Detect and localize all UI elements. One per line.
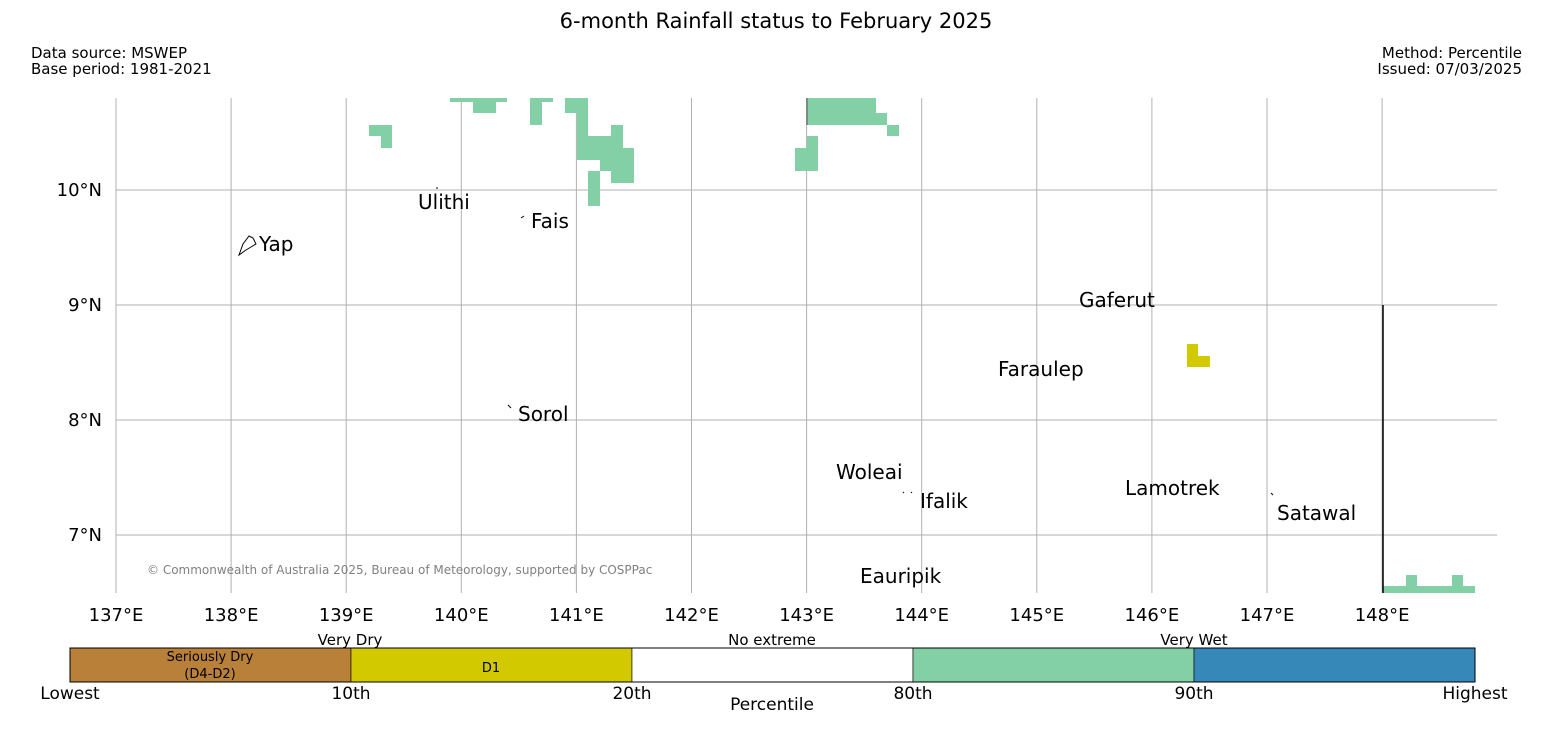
satawal-island — [1270, 492, 1274, 496]
wet-cell — [807, 98, 876, 113]
very-wet-cells — [369, 98, 1475, 593]
ifalik-atoll — [910, 491, 913, 494]
bin-label-seriously-dry-range: (D4-D2) — [184, 667, 235, 682]
issued-label: Issued: 07/03/2025 — [1377, 60, 1522, 78]
lon-tick-label: 146°E — [1125, 605, 1180, 626]
wet-cell — [1383, 586, 1475, 593]
wet-cell — [1452, 575, 1463, 586]
lon-tick-label: 139°E — [319, 605, 374, 626]
lon-tick-label: 137°E — [89, 605, 144, 626]
method-label: Method: Percentile — [1381, 44, 1522, 62]
wet-cell — [600, 160, 634, 171]
wet-cell — [450, 98, 507, 102]
lat-tick-label: 8°N — [68, 410, 102, 431]
lon-tick-label: 143°E — [779, 605, 834, 626]
place-eauripik: Eauripik — [860, 564, 942, 588]
wet-cell — [588, 171, 600, 206]
data-source-label: Data source: MSWEP — [31, 44, 188, 62]
lon-tick-label: 142°E — [664, 605, 719, 626]
latitude-gridlines — [116, 189, 1497, 536]
colorbar-tick-labels: Lowest 10th 20th 80th 90th Highest — [40, 684, 1508, 704]
d1-cells — [1187, 344, 1210, 367]
map-title: 6-month Rainfall status to February 2025 — [559, 9, 993, 33]
fais-island — [520, 215, 525, 219]
colorbar-bin — [631, 647, 914, 683]
colorbar-bins — [69, 647, 1476, 683]
lon-tick-label: 145°E — [1009, 605, 1064, 626]
wet-cell — [1406, 575, 1417, 586]
d1-cell — [1187, 344, 1198, 367]
wet-cell — [795, 148, 807, 171]
base-period-label: Base period: 1981-2021 — [31, 60, 212, 78]
colorbar-bin — [69, 647, 352, 683]
wet-cell — [369, 125, 392, 136]
tick-highest: Highest — [1442, 684, 1507, 704]
lon-tick-label: 144°E — [894, 605, 949, 626]
bin-label-seriously-dry: Seriously Dry — [167, 650, 254, 665]
wet-cell — [577, 148, 634, 160]
d1-cell — [1198, 356, 1210, 367]
place-woleai: Woleai — [836, 460, 903, 484]
wet-cell — [887, 125, 899, 136]
category-very-wet: Very Wet — [1160, 631, 1227, 649]
tick-10th: 10th — [331, 684, 370, 704]
copyright-notice: © Commonwealth of Australia 2025, Bureau… — [147, 563, 652, 577]
method-block: Method: Percentile Issued: 07/03/2025 — [1377, 45, 1522, 77]
longitude-tick-labels: 137°E 138°E 139°E 140°E 141°E 142°E 143°E 144°E… — [89, 605, 1410, 626]
latitude-tick-labels: 10°N 9°N 8°N 7°N — [57, 180, 102, 546]
wet-cell — [807, 136, 818, 171]
wet-cell — [807, 113, 887, 125]
lat-tick-label: 7°N — [68, 525, 102, 546]
lon-tick-label: 138°E — [204, 605, 259, 626]
lat-tick-label: 9°N — [68, 295, 102, 316]
colorbar-axis-label: Percentile — [730, 695, 814, 715]
wet-cell — [577, 113, 588, 136]
category-very-dry: Very Dry — [318, 631, 383, 649]
wet-cell — [473, 102, 496, 113]
wet-cell — [611, 171, 634, 183]
place-yap: Yap — [258, 232, 293, 256]
place-lamotrek: Lamotrek — [1125, 476, 1220, 500]
colorbar-category-labels: Very Dry No extreme Very Wet — [318, 631, 1228, 649]
wet-cell — [565, 98, 588, 113]
colorbar-bin — [1193, 647, 1476, 683]
tick-20th: 20th — [612, 684, 651, 704]
wet-cell — [381, 136, 392, 148]
category-no-extreme: No extreme — [728, 631, 816, 649]
yap-island-outline — [237, 235, 257, 257]
lon-tick-label: 141°E — [549, 605, 604, 626]
wet-cell — [530, 98, 553, 102]
lon-tick-label: 147°E — [1240, 605, 1295, 626]
longitude-gridlines — [115, 98, 1383, 593]
percentile-colorbar: Very Dry No extreme Very Wet Seriously D… — [40, 631, 1508, 715]
lat-tick-label: 10°N — [57, 180, 102, 201]
place-gaferut: Gaferut — [1079, 288, 1155, 312]
data-source-block: Data source: MSWEP Base period: 1981-202… — [31, 45, 212, 77]
lon-tick-label: 140°E — [434, 605, 489, 626]
colorbar-bin — [912, 647, 1195, 683]
bin-label-d1: D1 — [482, 661, 500, 676]
place-satawal: Satawal — [1277, 501, 1356, 525]
wet-cell — [611, 125, 623, 136]
colorbar-frame — [69, 647, 1476, 683]
woleai-atoll — [902, 491, 905, 494]
colorbar-bin-labels: Seriously Dry (D4-D2) D1 — [167, 650, 500, 682]
lon-tick-label: 148°E — [1355, 605, 1410, 626]
tick-lowest: Lowest — [40, 684, 100, 704]
sorol-atoll — [507, 404, 512, 409]
place-fais: Fais — [531, 209, 569, 233]
place-labels: Ulithi Fais Yap Gaferut Faraulep Sorol W… — [258, 190, 1356, 588]
place-ifalik: Ifalik — [920, 489, 968, 513]
tick-80th: 80th — [893, 684, 932, 704]
place-sorol: Sorol — [518, 402, 569, 426]
wet-cell — [577, 136, 623, 148]
tick-90th: 90th — [1174, 684, 1213, 704]
place-ulithi: Ulithi — [418, 190, 470, 214]
islands — [237, 187, 1274, 496]
place-faraulep: Faraulep — [998, 357, 1084, 381]
wet-cell — [530, 102, 542, 125]
